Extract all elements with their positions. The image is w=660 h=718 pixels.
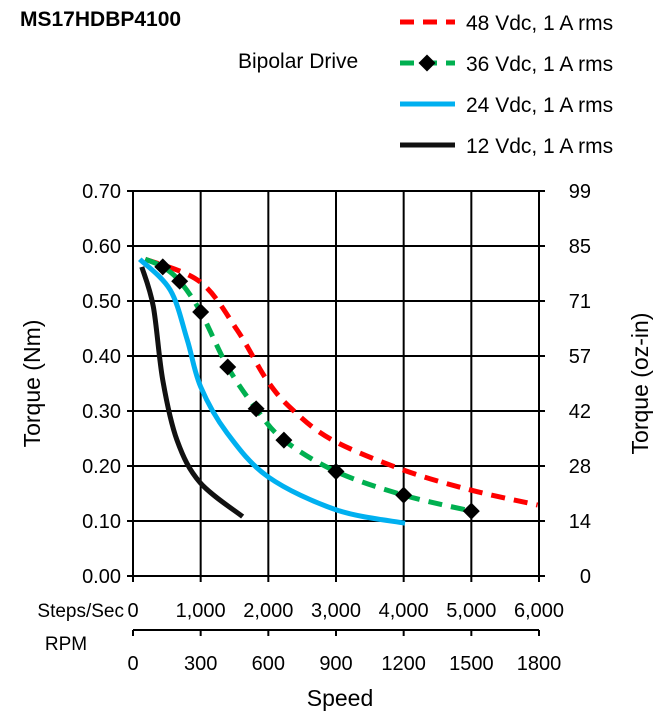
legend-label: 12 Vdc, 1 A rms — [466, 135, 613, 158]
x-tick-label-rpm: 0 — [127, 653, 138, 675]
y-tick-label: 0.40 — [82, 346, 121, 368]
legend-marker — [418, 54, 436, 72]
y-tick-label: 0.10 — [82, 511, 121, 533]
y-tick-label: 0.50 — [82, 291, 121, 313]
y-tick-label: 0.30 — [82, 401, 121, 423]
y-tick-label: 0.70 — [82, 181, 121, 203]
x-row-label-steps: Steps/Sec — [37, 601, 124, 622]
legend-label: 24 Vdc, 1 A rms — [466, 94, 613, 117]
data-point-marker — [462, 502, 480, 520]
x-tick-label-steps: 5,000 — [446, 600, 496, 622]
x-tick-label-rpm: 1200 — [381, 653, 426, 675]
legend-label: 48 Vdc, 1 A rms — [466, 12, 613, 35]
y-tick-label: 0.00 — [82, 566, 121, 588]
data-point-marker — [395, 486, 413, 504]
x-tick-label-steps: 6,000 — [514, 600, 564, 622]
x-row-label-rpm: RPM — [45, 634, 87, 655]
data-point-marker — [327, 463, 345, 480]
x-tick-label-steps: 4,000 — [379, 600, 429, 622]
x-tick-label-steps: 3,000 — [311, 600, 361, 622]
data-point-marker — [192, 303, 210, 321]
y2-tick-label: 28 — [569, 456, 591, 478]
series-line-0 — [144, 256, 539, 508]
chart-title: MS17HDBP4100 — [20, 8, 182, 31]
x-tick-label-rpm: 1800 — [517, 653, 562, 675]
x-tick-label-rpm: 300 — [184, 653, 217, 675]
series-line-2 — [137, 257, 406, 526]
y2-tick-label: 42 — [569, 401, 591, 423]
series-line-3 — [139, 266, 245, 519]
y2-tick-label: 57 — [569, 346, 591, 368]
y2-tick-label: 85 — [569, 236, 591, 258]
legend-label: 36 Vdc, 1 A rms — [466, 53, 613, 76]
x-tick-label-rpm: 600 — [252, 653, 285, 675]
x-tick-label-rpm: 900 — [319, 653, 352, 675]
y-axis-title: Torque (Nm) — [19, 320, 45, 448]
data-point-marker — [247, 400, 265, 418]
x-axis-title: Speed — [307, 685, 374, 711]
y2-axis-title: Torque (oz-in) — [627, 313, 653, 455]
y2-tick-label: 71 — [569, 291, 591, 313]
y2-tick-label: 14 — [569, 511, 591, 533]
y2-tick-label: 99 — [569, 181, 591, 203]
data-point-marker — [171, 272, 189, 290]
x-tick-label-steps: 0 — [127, 600, 138, 622]
data-point-marker — [154, 258, 172, 276]
series-line-1 — [144, 256, 472, 514]
chart-subtitle: Bipolar Drive — [238, 50, 359, 73]
data-point-marker — [275, 431, 293, 449]
x-tick-label-steps: 2,000 — [243, 600, 293, 622]
y-tick-label: 0.20 — [82, 456, 121, 478]
x-tick-label-rpm: 1500 — [449, 653, 494, 675]
y2-tick-label: 0 — [580, 566, 591, 588]
data-point-marker — [219, 358, 237, 376]
y-tick-label: 0.60 — [82, 236, 121, 258]
x-tick-label-steps: 1,000 — [176, 600, 226, 622]
